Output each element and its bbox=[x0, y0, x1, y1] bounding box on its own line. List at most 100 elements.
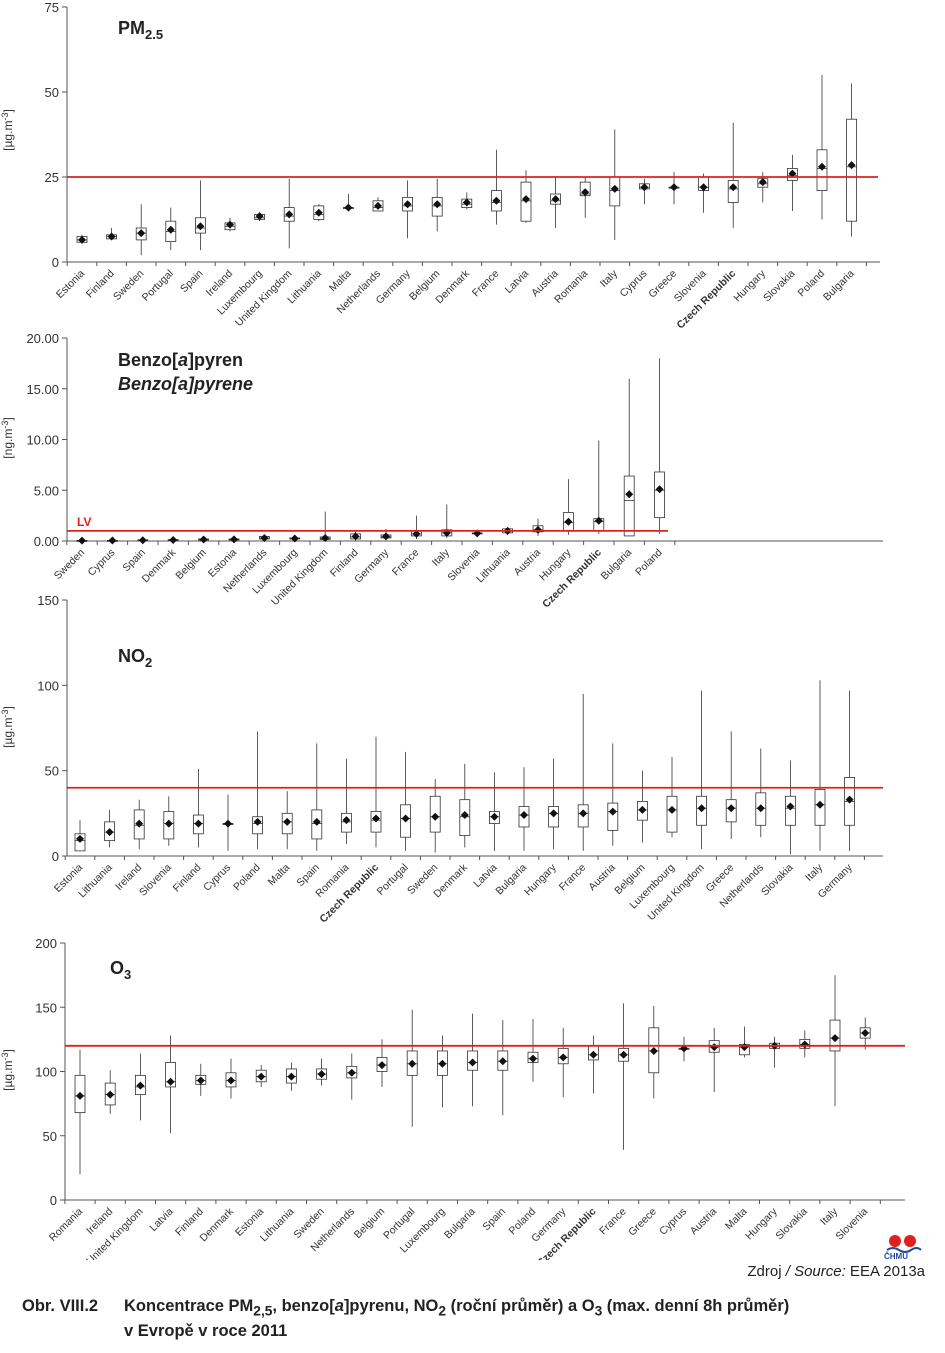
box-netherlands bbox=[346, 1053, 358, 1100]
box-sweden bbox=[76, 536, 88, 545]
box-cyprus bbox=[639, 178, 650, 205]
y-tick-label: 150 bbox=[37, 593, 59, 608]
mean-marker bbox=[433, 200, 442, 209]
box-poland bbox=[252, 731, 264, 850]
mean-marker bbox=[372, 814, 380, 823]
caption-sub2: 2 bbox=[438, 1303, 447, 1319]
box-germany bbox=[844, 690, 855, 851]
box-germany bbox=[557, 1027, 569, 1098]
mean-marker bbox=[408, 1059, 417, 1068]
category-label: Latvia bbox=[503, 268, 531, 296]
chmu-logo bbox=[883, 1233, 923, 1263]
source-note: Zdroj / Source: EEA 2013a bbox=[747, 1263, 925, 1280]
box-romania bbox=[340, 758, 352, 845]
y-tick-label: 100 bbox=[35, 1065, 57, 1080]
category-label: Spain bbox=[178, 268, 206, 296]
y-axis-label-sup: -3 bbox=[0, 710, 10, 718]
mean-marker bbox=[581, 188, 590, 197]
category-label: Bulgaria bbox=[442, 1206, 478, 1242]
mean-marker bbox=[670, 183, 678, 192]
chart-title: Benzo[a]pyren bbox=[118, 350, 243, 370]
category-label: Slovakia bbox=[773, 1206, 810, 1243]
mean-marker bbox=[347, 1068, 356, 1077]
box-hungary bbox=[769, 1036, 780, 1068]
box-finland bbox=[192, 768, 204, 848]
box-cyprus bbox=[107, 536, 118, 545]
box-luxembourg bbox=[436, 1035, 448, 1108]
mean-marker bbox=[287, 1072, 296, 1081]
mean-marker bbox=[431, 812, 440, 821]
category-label: Cyprus bbox=[201, 862, 233, 894]
box-belgium bbox=[198, 535, 210, 544]
chart-title: PM2.5 bbox=[118, 18, 163, 42]
category-label: Spain bbox=[480, 1206, 508, 1234]
box-france bbox=[410, 515, 422, 539]
mean-marker bbox=[861, 1028, 870, 1037]
y-tick-label: 0 bbox=[52, 849, 59, 864]
box-poland bbox=[527, 1018, 539, 1082]
box-poland bbox=[816, 75, 828, 220]
mean-marker bbox=[551, 195, 560, 204]
mean-marker bbox=[818, 162, 826, 171]
mean-marker bbox=[845, 795, 854, 804]
caption-p4: (roční průměr) a O bbox=[446, 1297, 595, 1315]
box-estonia bbox=[228, 535, 240, 544]
box-france bbox=[618, 1003, 629, 1150]
mean-marker bbox=[529, 1054, 537, 1063]
y-tick-label: 50 bbox=[45, 85, 59, 100]
category-label: Greece bbox=[626, 1206, 659, 1239]
box-france bbox=[490, 149, 502, 225]
category-label: Latvia bbox=[147, 1206, 175, 1234]
iqr-box bbox=[785, 795, 796, 826]
category-label: France bbox=[557, 862, 589, 894]
chart-title-sub: 2.5 bbox=[145, 27, 163, 42]
box-denmark bbox=[459, 763, 471, 848]
chmu-logo-icon bbox=[886, 1235, 922, 1253]
mean-marker bbox=[460, 811, 469, 820]
box-lithuania bbox=[285, 1062, 297, 1091]
box-czech-republic bbox=[370, 736, 382, 848]
category-label: Malta bbox=[723, 1206, 750, 1233]
mean-marker bbox=[290, 534, 299, 543]
box-slovenia bbox=[859, 1017, 871, 1050]
mean-marker bbox=[412, 529, 421, 538]
mean-marker bbox=[756, 804, 765, 813]
box-slovenia bbox=[698, 173, 709, 213]
y-tick-label: 0 bbox=[50, 1193, 57, 1208]
box-malta bbox=[281, 791, 293, 850]
y-axis-label-main: [µg.m bbox=[1, 718, 15, 748]
y-tick-label: 25 bbox=[45, 170, 59, 185]
mean-marker bbox=[699, 183, 708, 192]
box-greece bbox=[725, 731, 737, 839]
mean-marker bbox=[549, 809, 558, 818]
chart-0: 0255075[µg.m-3]PM2.5EstoniaFinlandSweden… bbox=[0, 0, 880, 331]
box-czech-republic bbox=[593, 440, 605, 534]
box-ireland bbox=[224, 217, 236, 232]
box-sweden bbox=[429, 779, 441, 853]
box-belgium bbox=[637, 770, 648, 843]
category-label: France bbox=[597, 1206, 629, 1238]
mean-marker bbox=[462, 198, 471, 207]
y-tick-label: 0.00 bbox=[34, 534, 59, 549]
category-label: Bulgaria bbox=[821, 268, 857, 304]
chart-title-sub: 2 bbox=[145, 655, 152, 670]
mean-marker bbox=[564, 517, 573, 526]
box-denmark bbox=[225, 1058, 237, 1099]
category-label: Finland bbox=[171, 862, 204, 895]
mean-marker bbox=[312, 817, 321, 826]
category-label: Romania bbox=[47, 1206, 85, 1244]
y-axis-label-main: [µg.m bbox=[1, 121, 15, 151]
category-label: Germany bbox=[352, 546, 392, 586]
mean-marker bbox=[108, 536, 117, 545]
category-label: Malta bbox=[266, 862, 293, 889]
box-portugal bbox=[406, 1009, 418, 1127]
y-axis-label-end: ] bbox=[1, 1049, 15, 1052]
chart-title-part: Benzo[ bbox=[118, 350, 178, 370]
category-label: Denmark bbox=[140, 546, 179, 585]
category-label: Slovakia bbox=[759, 862, 796, 899]
mean-marker bbox=[230, 535, 238, 544]
mean-marker bbox=[378, 1061, 386, 1070]
mean-marker bbox=[255, 212, 264, 221]
category-label: Estonia bbox=[54, 268, 87, 301]
